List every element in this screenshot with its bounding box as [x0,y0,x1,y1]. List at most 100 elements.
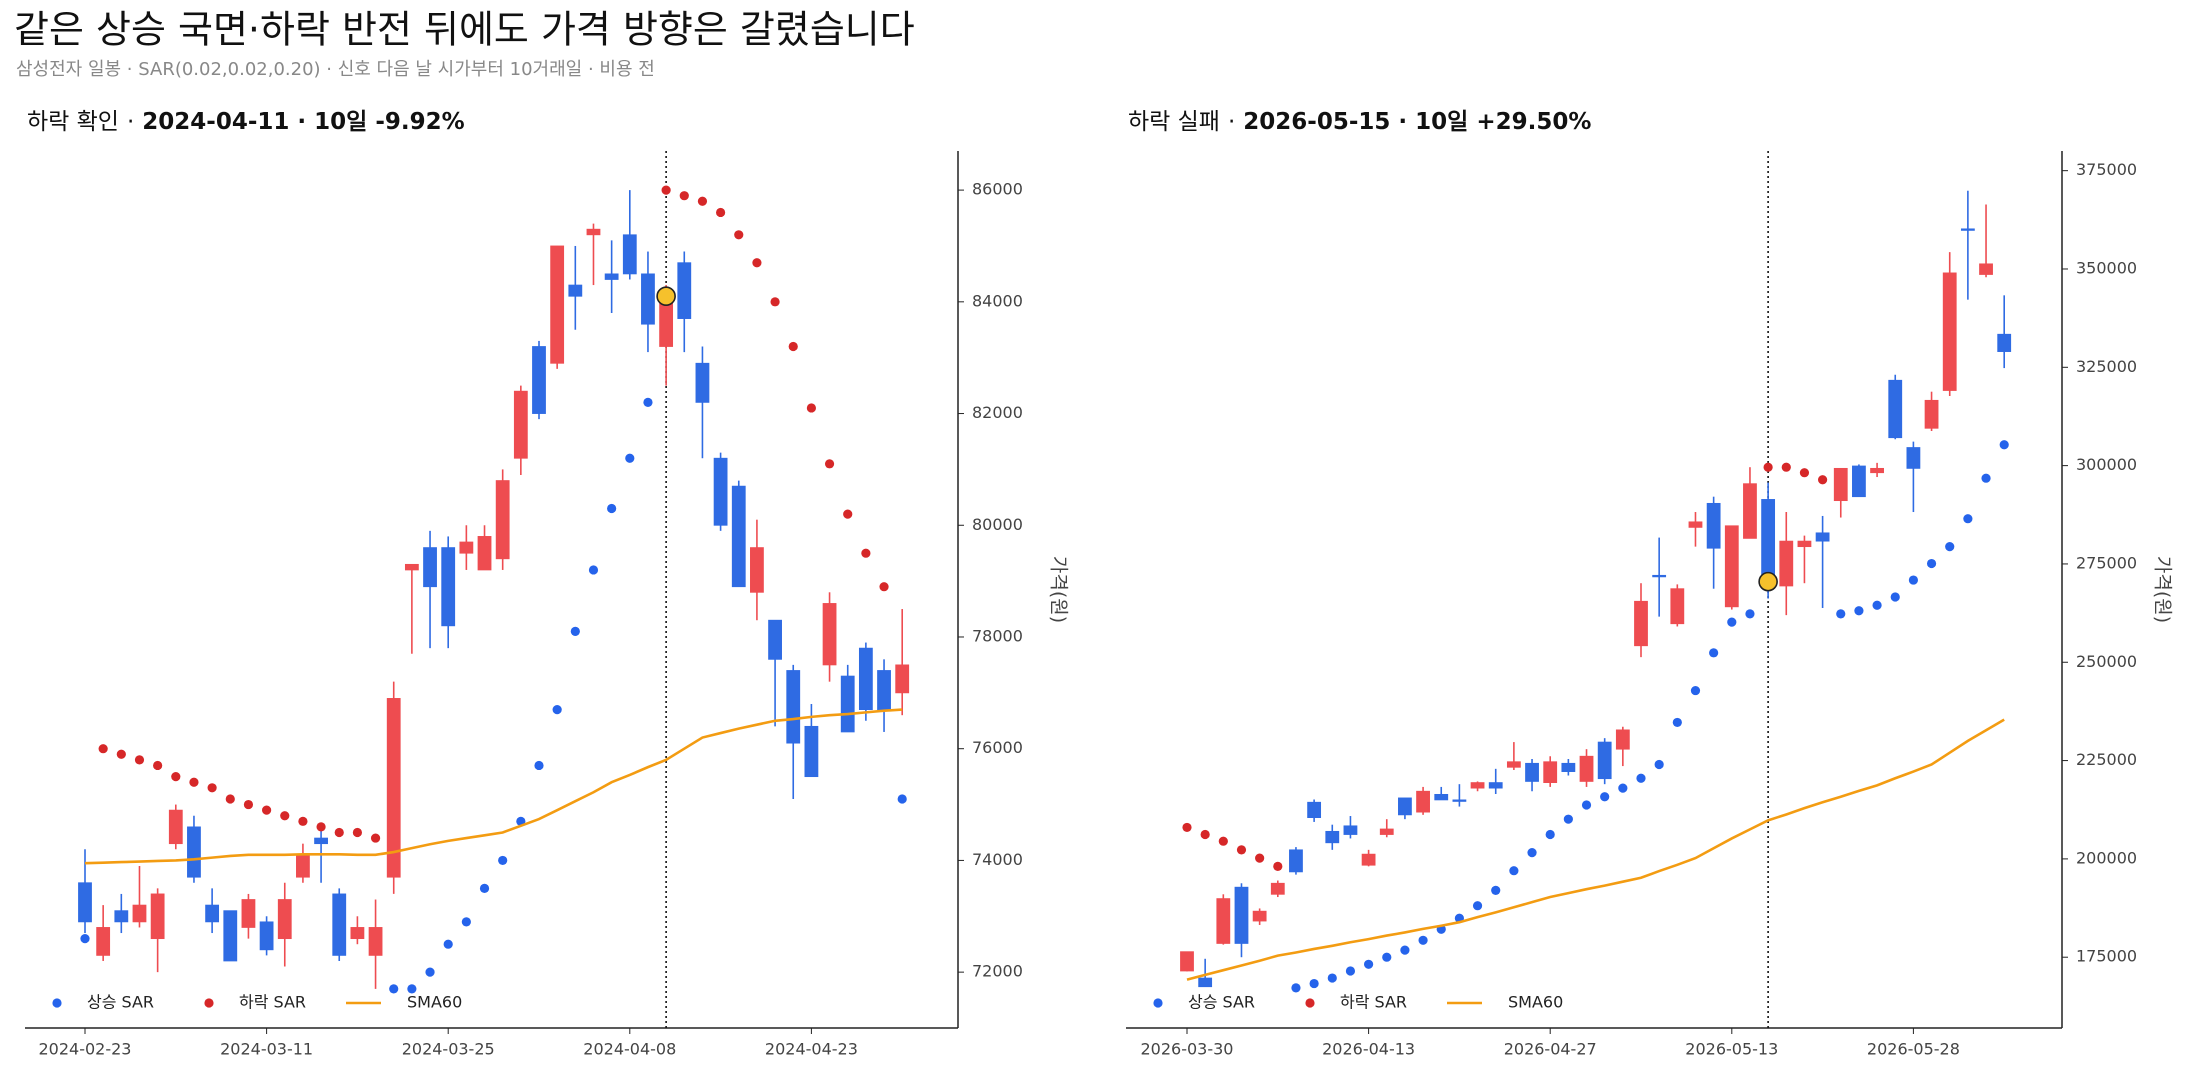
sar-dot [1618,783,1628,793]
panel-title: 하락 실패 · 2026-05-15 · 10일 +29.50% [1128,109,1591,135]
sar-dot [1926,558,1937,569]
candle-body [1597,741,1612,780]
sar-dot [1745,609,1755,619]
x-tick-label: 2026-05-13 [1685,1040,1778,1059]
sar-dot [1291,983,1301,993]
panel-title-part: 2024-04-11 [142,109,289,135]
y-tick-label: 225000 [2076,750,2137,769]
candle-body [296,854,310,878]
candle-body [695,362,710,403]
sar-dot [1327,973,1337,983]
candle-body [822,603,837,666]
candle-body [1706,502,1721,549]
panel-title-part: · [1228,109,1235,135]
candle-body [858,647,873,710]
candle-body [1906,447,1921,469]
candle-body [1724,525,1739,608]
sar-dot [824,459,835,469]
y-tick-label: 86000 [972,180,1023,199]
sar-dot [1527,848,1537,858]
candle-body [641,273,655,325]
candle-body [1543,761,1558,783]
candle-body [1270,882,1285,895]
sar-dot [243,799,254,810]
candle-body [1670,588,1685,625]
sar-dot [806,403,817,413]
y-tick-label: 300000 [2076,455,2137,474]
page-subtitle: 삼성전자 일봉 · SAR(0.02,0.02,0.20) · 신호 다음 날 … [16,59,655,80]
legend-label: 하락 SAR [239,993,306,1012]
candle-body [1525,762,1539,782]
candle-body [495,480,510,560]
sar-dot [1818,475,1828,485]
candle-body [1870,467,1884,474]
sar-dot [479,883,490,893]
candle-body [78,882,92,923]
sar-dot [1545,829,1555,840]
sar-dot [1345,966,1356,976]
candle-body [187,826,201,878]
candle-body [1234,886,1249,944]
candle-body [550,245,565,364]
candle-body [1761,499,1776,583]
sar-dot [697,196,708,206]
sar-dot [1727,617,1737,627]
sma-line [1186,718,2005,981]
candle-body [677,262,692,319]
sar-dot [280,811,290,821]
sar-dot [1563,814,1573,824]
panel-title-part: -9.92% [375,109,464,135]
sar-dot [1836,609,1846,619]
candle-body [423,547,437,588]
sar-dot [752,258,762,268]
candle-body [223,910,238,962]
sar-dot [298,816,308,826]
candle-body [1307,801,1322,818]
candle-body [1561,762,1576,772]
x-tick-label: 2024-02-23 [39,1040,132,1059]
candle-body [205,904,220,923]
candle-body [1216,898,1231,944]
candle-body [786,670,801,744]
sar-dot [1309,978,1319,989]
y-tick-label: 175000 [2076,947,2137,966]
candle-body [1180,951,1194,972]
candle-body [1289,849,1303,873]
candle-body [114,910,129,923]
sar-dot [1472,901,1483,911]
candle-body [477,536,492,571]
y-tick-label: 375000 [2076,160,2137,179]
sar-dot [1781,462,1791,472]
candle-body [1579,755,1594,782]
sar-dot [352,827,362,838]
legend-marker [1153,998,1163,1008]
candle-body [750,547,764,593]
candle-body [1652,574,1667,578]
candle-body [586,228,601,236]
candle-body [1398,797,1412,816]
sar-dot [1908,575,1918,585]
panel-title-part: +29.50% [1476,109,1591,135]
sar-dot [1981,473,1991,483]
candle-body [1979,263,1993,275]
candle-body [895,664,910,694]
sar-dot [1218,836,1228,846]
sar-dot [1382,952,1392,962]
sar-dot [552,704,562,715]
sar-dot [153,760,163,771]
y-tick-label: 78000 [972,626,1023,645]
candle-body [1779,540,1794,587]
sar-dot [661,185,671,195]
y-axis-label: 가격(원) [1048,556,1070,623]
sar-dot [189,777,199,787]
sar-dot [1600,792,1610,802]
panel-title-part: 하락 확인 [27,109,119,135]
sar-dot [443,939,453,949]
candle-body [1252,910,1267,922]
sar-dot [207,783,217,793]
candle-body [1361,853,1376,866]
candle-body [622,234,637,275]
y-tick-label: 76000 [972,738,1023,757]
sar-dot [1654,759,1664,770]
sar-dot [1509,866,1519,876]
